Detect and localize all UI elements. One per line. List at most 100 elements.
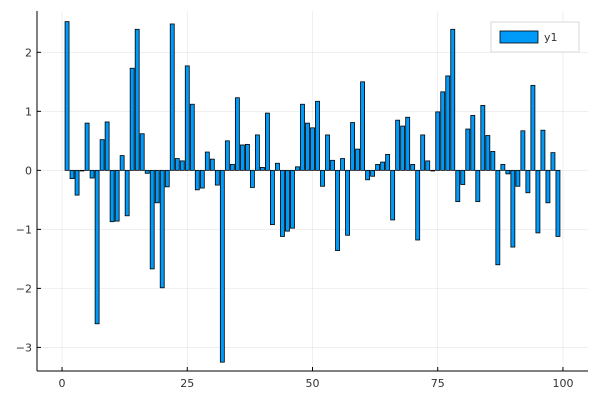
bar [184,65,190,171]
bar [129,67,135,171]
legend: y1 [490,21,580,53]
bar [169,23,175,171]
bar [244,143,250,171]
bar [89,169,95,179]
bar [420,134,426,171]
bar [109,169,115,223]
bar [370,169,376,177]
bar [495,169,501,266]
bar [260,166,265,171]
bar [219,169,225,363]
y-tick-label: −3 [16,341,32,354]
tick-marks: 0 25 50 75 100 −3 −2 −1 0 1 2 [16,46,574,390]
x-tick-label: 25 [180,377,194,390]
bar [325,134,330,171]
bar [265,112,270,171]
bar [500,164,506,171]
bar [124,169,130,217]
bar [214,169,220,186]
bar [295,166,300,171]
bar [320,169,325,187]
bar [355,148,360,171]
y-tick-label: −2 [16,282,32,295]
bar [530,84,536,171]
bar [550,152,556,171]
bar [275,162,280,171]
bar [555,169,561,237]
bar [490,151,496,171]
bar [179,160,185,171]
legend-swatch [499,30,539,44]
bar [209,158,215,171]
bar [239,144,245,171]
bar [315,100,320,171]
bar [305,122,310,171]
bar [79,169,85,172]
bar [290,169,295,229]
bar [189,103,195,171]
bar [445,75,451,171]
bar [224,140,230,171]
bar [310,127,315,171]
bar [204,151,210,171]
bar [475,169,481,203]
bar [465,128,471,171]
y-tick-label: 1 [25,105,32,118]
bar [154,169,160,204]
bar [114,169,120,222]
bar [460,169,466,185]
bar [280,169,285,237]
bar [254,134,260,171]
bar [400,125,406,171]
bar [229,164,235,171]
bar [340,158,345,171]
bar [385,154,391,171]
bar [470,115,476,171]
bar [69,169,75,180]
bar [365,169,371,181]
bar [390,169,396,221]
x-tick-label: 100 [552,377,573,390]
y-tick-label: 2 [25,46,32,59]
bar [174,158,180,171]
bar [425,160,431,171]
bar [350,122,355,171]
bar [199,169,205,189]
bar [194,169,200,191]
bar [510,169,516,248]
bar [84,122,90,171]
bar [249,169,255,188]
bar [410,164,416,171]
bar [525,169,531,194]
bars [64,21,561,363]
bar [430,169,436,172]
bar [450,28,456,171]
y-tick-label: −1 [16,223,32,236]
bar [415,169,421,241]
bar [345,169,350,236]
bar [159,169,165,289]
bar [74,169,80,196]
bar [405,116,411,171]
grid-lines [37,11,588,371]
bar [134,28,140,171]
bar [480,105,486,171]
bar [360,81,365,171]
bar [234,97,240,171]
bar [485,135,491,171]
bar [375,164,381,171]
bar [99,139,105,171]
bar [505,169,511,175]
bar [440,91,446,171]
bar [164,169,170,188]
bar [520,130,526,171]
bar [104,121,110,171]
bar [330,159,335,171]
bar [435,111,441,171]
bar [144,169,150,174]
bar [535,169,541,234]
bar [515,169,521,187]
bar [285,169,290,232]
bar [545,169,551,204]
